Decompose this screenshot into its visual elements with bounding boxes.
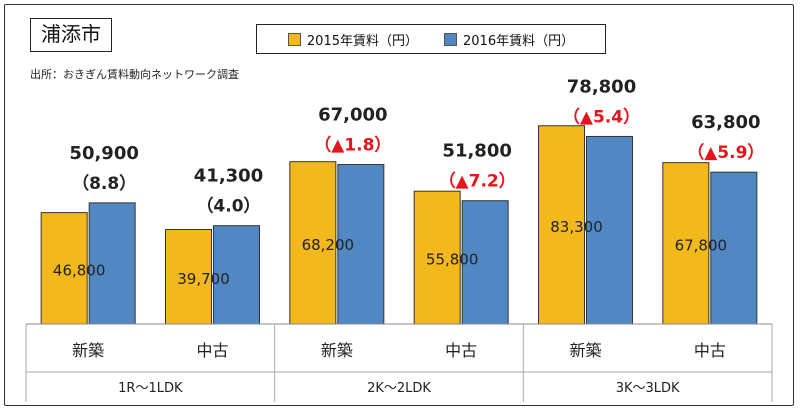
bar-2015-0	[40, 212, 88, 325]
legend-item-2015: 2015年賃料（円）	[287, 30, 418, 49]
change-label-1: （4.0）	[196, 196, 260, 217]
category-label-4: 新築	[569, 341, 601, 360]
value-label-2016-1: 41,300	[194, 166, 263, 187]
group-label-0: 1R～1LDK	[118, 381, 183, 396]
value-label-2016-4: 78,800	[567, 76, 636, 97]
bar-2016-5	[710, 171, 758, 325]
legend: 2015年賃料（円） 2016年賃料（円）	[256, 24, 606, 54]
value-label-2016-2: 67,000	[318, 105, 387, 126]
bar-2016-3	[461, 200, 509, 325]
change-label-3: （▲7.2）	[439, 171, 516, 192]
bar-2015-4	[538, 125, 585, 325]
legend-label-2015: 2015年賃料（円）	[306, 33, 418, 49]
category-label-2: 新築	[321, 341, 353, 360]
category-label-0: 新築	[72, 341, 104, 360]
source-note: 出所：おきぎん賃料動向ネットワーク調査	[30, 68, 239, 81]
legend-swatch-2015	[287, 32, 301, 46]
category-label-5: 中古	[694, 341, 726, 360]
bar-2015-3	[413, 190, 461, 325]
change-label-2: （▲1.8）	[314, 135, 391, 156]
value-label-2016-0: 50,900	[69, 143, 138, 164]
category-label-1: 中古	[196, 341, 228, 360]
change-label-4: （▲5.4）	[563, 106, 640, 127]
bar-2015-2	[289, 161, 337, 325]
legend-item-2016: 2016年賃料（円）	[444, 30, 574, 49]
bar-2016-0	[88, 202, 136, 325]
value-label-2015-4: 83,300	[550, 218, 603, 236]
bar-2016-1	[213, 225, 260, 325]
legend-swatch-2016	[444, 32, 457, 46]
change-label-5: （▲5.9）	[687, 142, 764, 163]
value-label-2016-3: 51,800	[442, 141, 511, 162]
group-label-1: 2K～2LDK	[367, 381, 431, 396]
value-label-2015-5: 67,800	[675, 236, 728, 254]
legend-label-2016: 2016年賃料（円）	[463, 33, 575, 49]
bar-2015-1	[165, 229, 212, 325]
city-title: 浦添市	[30, 18, 112, 52]
value-label-2015-3: 55,800	[426, 251, 479, 269]
value-label-2015-1: 39,700	[177, 270, 230, 288]
category-label-3: 中古	[445, 341, 477, 360]
group-label-2: 3K～3LDK	[616, 381, 680, 396]
bar-2015-5	[662, 162, 710, 325]
value-label-2015-2: 68,200	[302, 236, 355, 254]
change-label-0: （8.8）	[72, 173, 136, 194]
value-label-2015-0: 46,800	[53, 261, 106, 279]
value-label-2016-5: 63,800	[691, 112, 760, 133]
